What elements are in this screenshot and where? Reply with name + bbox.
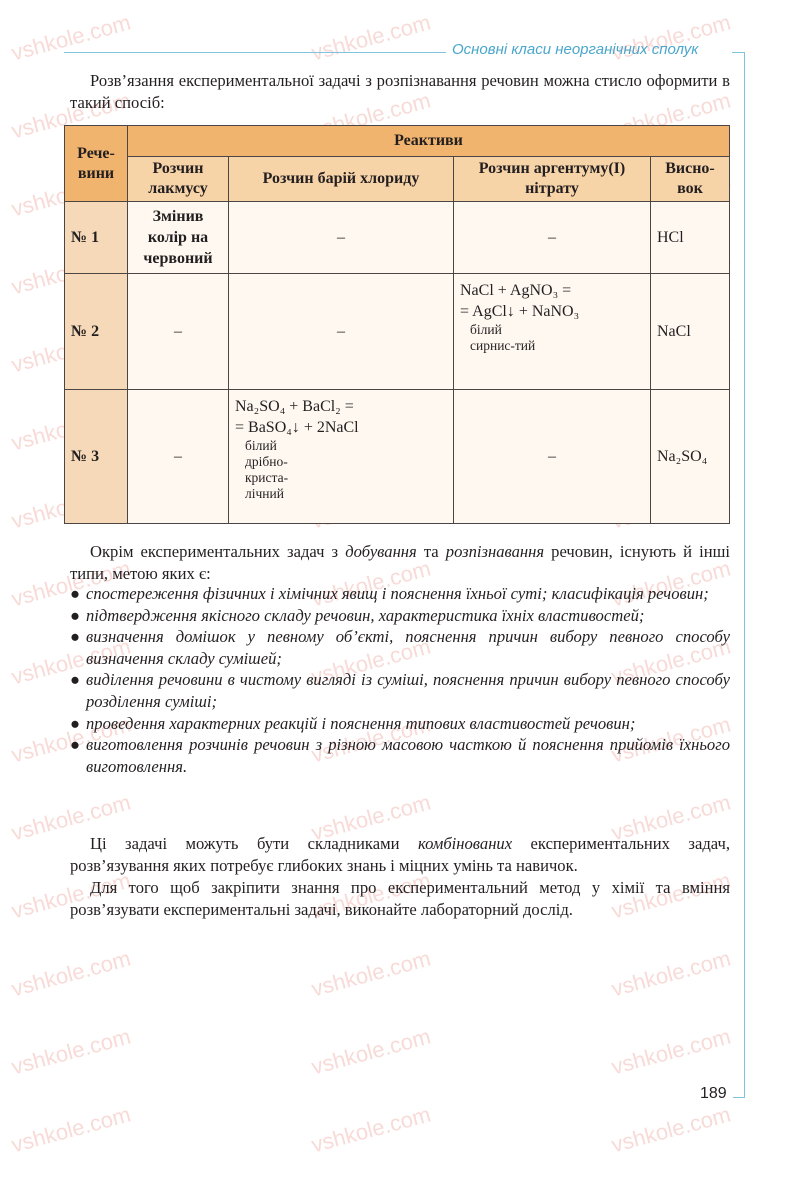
watermark: vshkole.com (308, 1101, 434, 1158)
row-label: № 2 (64, 273, 128, 390)
cell-bacl2: – (228, 273, 454, 390)
watermark: vshkole.com (608, 1023, 734, 1080)
text: експериментальних задач, розв’язування я… (70, 834, 730, 875)
paragraph-combined: Ці задачі можуть бути складниками комбін… (70, 833, 730, 876)
col-header-agno3: Розчин аргентуму(I) нітрату (453, 156, 651, 202)
row-label: № 3 (64, 389, 128, 524)
row-label: № 1 (64, 201, 128, 274)
cell-conclusion: Na₂SO₄ (650, 389, 730, 524)
page-number-rule (733, 1097, 745, 1098)
equation-line: = BaSO₄↓ + 2NaCl (235, 419, 359, 436)
table-row: № 3 – Na₂SO₄ + BaCl₂ = = BaSO₄↓ + 2NaCl … (64, 389, 730, 524)
cell-agno3: – (453, 389, 651, 524)
list-item-text: проведення характерних реакцій і пояснен… (86, 713, 636, 733)
col-header-substances: Рече-вини (64, 125, 128, 202)
col-header-conclusion: Висно-вок (650, 156, 730, 202)
intro-paragraph: Розв’язання експериментальної задачі з р… (70, 71, 730, 112)
bullet-icon: ● (70, 605, 81, 625)
margin-rule (744, 52, 745, 1098)
watermark: vshkole.com (308, 1023, 434, 1080)
watermark: vshkole.com (8, 1023, 134, 1080)
list-item: ● проведення характерних реакцій і поясне… (70, 713, 730, 735)
cell-litmus: – (127, 273, 229, 390)
list-item-text: виділення речовини в чистому вигляді із … (86, 670, 730, 711)
list-item: ● спостереження фізичних і хімічних явищ … (70, 583, 730, 605)
watermark: vshkole.com (8, 1101, 134, 1158)
list-item: ● виготовлення розчинів речовин з різною … (70, 734, 730, 777)
list-item-text: виготовлення розчинів речовин з різною м… (86, 735, 730, 776)
cell-bacl2: Na₂SO₄ + BaCl₂ = = BaSO₄↓ + 2NaCl білий … (228, 389, 454, 524)
watermark: vshkole.com (8, 9, 134, 66)
emphasis: розпізнавання (445, 542, 545, 561)
list-item-text: підтвердження якісного складу речовин, х… (86, 605, 645, 625)
paragraph-lab: Для того щоб закріпити знання про експер… (70, 878, 730, 919)
table-row: № 2 – – NaCl + AgNO₃ = = AgCl↓ + NaNO₃ б… (64, 273, 730, 390)
cell-agno3: – (453, 201, 651, 274)
text: Окрім експериментальних задач з (90, 542, 346, 561)
list-item: ● підтвердження якісного складу речовин, … (70, 605, 730, 627)
page-number: 189 (700, 1085, 727, 1102)
bullet-icon: ● (70, 584, 81, 603)
col-header-litmus: Розчин лакмусу (127, 156, 229, 202)
header-rule (64, 52, 446, 53)
cell-bacl2: – (228, 201, 454, 274)
text: речовин, існують й інші типи, метою яких… (70, 542, 731, 583)
header-rule-end (732, 52, 744, 53)
list-item-text: спостереження фізичних і хімічних явищ і… (86, 584, 709, 603)
text: Ці задачі можуть бути складниками (90, 834, 418, 853)
recognition-table: Рече-вини Реактиви Розчин лакмусу Розчин… (64, 125, 730, 524)
group-header-reagents: Реактиви (127, 125, 730, 157)
equation-line: NaCl + AgNO₃ = (460, 282, 572, 299)
emphasis: добування (345, 542, 417, 561)
bullet-icon: ● (70, 627, 81, 647)
bullet-icon: ● (70, 713, 81, 733)
precipitate-note: білий дрібно-криста-лічний (245, 438, 289, 501)
text: та (416, 542, 446, 561)
cell-litmus: Змінив колір на червоний (127, 201, 229, 274)
list-item: ● виділення речовини в чистому вигляді із… (70, 669, 730, 712)
list-item: ● визначення домішок у певному об’єкті, п… (70, 626, 730, 669)
equation-line: = AgCl↓ + NaNO₃ (460, 303, 580, 320)
col-header-bacl2: Розчин барій хлориду (228, 156, 454, 202)
running-header: Основні класи неорганічних сполук (452, 41, 699, 58)
equation-line: Na₂SO₄ + BaCl₂ = (235, 398, 354, 415)
emphasis: комбінованих (417, 834, 513, 853)
cell-conclusion: HCl (650, 201, 730, 274)
watermark: vshkole.com (308, 9, 434, 66)
watermark: vshkole.com (608, 1101, 734, 1158)
cell-conclusion: NaCl (650, 273, 730, 390)
bullet-icon: ● (70, 735, 81, 755)
list-item-text: визначення домішок у певному об’єкті, по… (86, 627, 730, 668)
paragraph-types: Окрім експериментальних задач з добуванн… (70, 541, 730, 584)
watermark: vshkole.com (608, 945, 734, 1002)
bullet-icon: ● (70, 670, 81, 690)
precipitate-note: білий сирнис-тий (470, 322, 536, 353)
task-types-list: ● спостереження фізичних і хімічних явищ … (70, 583, 730, 777)
cell-litmus: – (127, 389, 229, 524)
watermark: vshkole.com (8, 945, 134, 1002)
watermark: vshkole.com (308, 945, 434, 1002)
table-row: № 1 Змінив колір на червоний – – HCl (64, 201, 730, 274)
cell-agno3: NaCl + AgNO₃ = = AgCl↓ + NaNO₃ білий сир… (453, 273, 651, 390)
